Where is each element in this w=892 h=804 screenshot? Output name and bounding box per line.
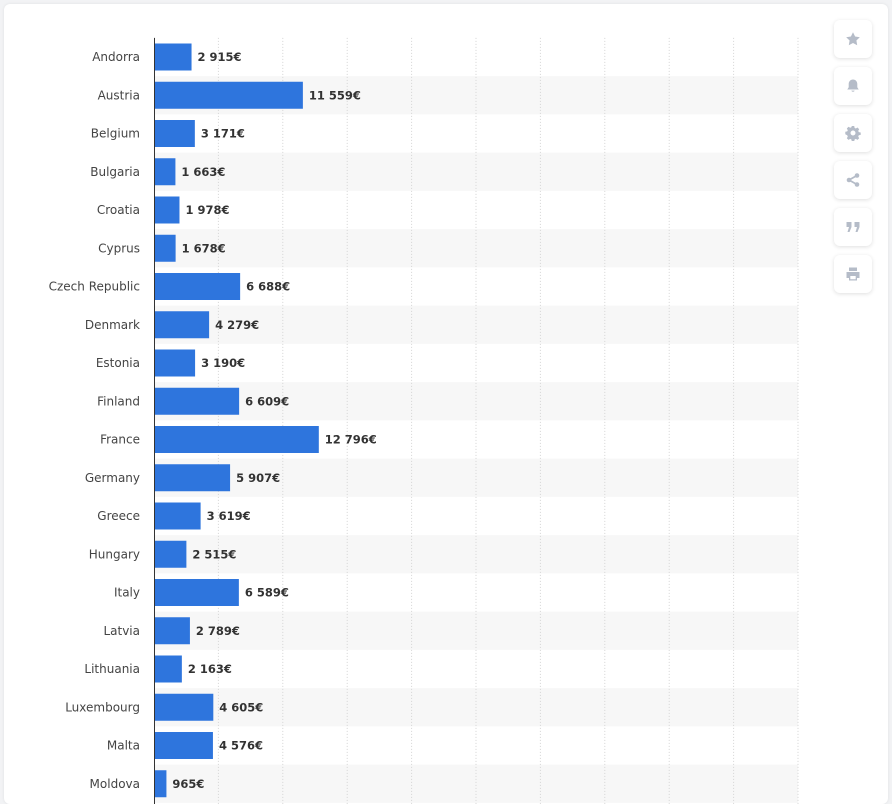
bar[interactable] — [154, 158, 176, 186]
value-label: 2 789€ — [196, 624, 240, 638]
bar[interactable] — [154, 540, 187, 568]
favorite-button[interactable] — [834, 20, 872, 58]
bar[interactable] — [154, 617, 190, 645]
value-label: 1 678€ — [182, 241, 226, 255]
bar[interactable] — [154, 387, 240, 415]
row-band — [154, 305, 798, 344]
bar[interactable] — [154, 770, 167, 798]
bar[interactable] — [154, 579, 239, 606]
row-band — [154, 764, 798, 803]
category-label: Italy — [114, 586, 140, 600]
value-label: 4 279€ — [215, 318, 259, 332]
bar[interactable] — [154, 732, 213, 759]
notification-button[interactable] — [834, 67, 872, 105]
cite-button[interactable] — [834, 208, 872, 246]
bar[interactable] — [154, 502, 201, 530]
value-label: 1 978€ — [185, 203, 229, 217]
chart-card: Andorra Austria Belgium Bulgaria Croatia Cypr… — [4, 4, 888, 804]
category-label: Austria — [98, 88, 140, 102]
category-label: Finland — [97, 394, 140, 408]
category-label: Germany — [85, 471, 140, 485]
value-label: 1 663€ — [181, 165, 225, 179]
bar[interactable] — [154, 426, 319, 453]
value-label: 2 515€ — [192, 547, 236, 561]
category-labels: Andorra Austria Belgium Bulgaria Croatia Cypr… — [49, 50, 140, 791]
bar[interactable] — [154, 693, 214, 721]
chart-toolbar — [834, 20, 874, 302]
bar[interactable] — [154, 349, 196, 377]
value-label: 5 907€ — [236, 471, 280, 485]
value-label: 11 559€ — [309, 88, 361, 102]
row-band — [154, 458, 798, 497]
share-icon — [846, 173, 860, 187]
bar[interactable] — [154, 311, 210, 339]
bar[interactable] — [154, 43, 192, 71]
category-label: Moldova — [90, 777, 140, 791]
category-label: Greece — [97, 509, 140, 523]
value-label: 6 589€ — [245, 586, 289, 600]
star-icon — [846, 32, 860, 46]
value-label: 965€ — [172, 777, 204, 791]
bar[interactable] — [154, 273, 241, 300]
value-label: 3 171€ — [201, 127, 245, 141]
category-label: Belgium — [91, 127, 140, 141]
bar[interactable] — [154, 120, 195, 147]
bar[interactable] — [154, 234, 176, 262]
value-label: 3 190€ — [201, 356, 245, 370]
value-label: 4 576€ — [219, 739, 263, 753]
value-label: 6 609€ — [245, 394, 289, 408]
category-label: Bulgaria — [90, 165, 140, 179]
category-label: Luxembourg — [65, 700, 140, 714]
print-button[interactable] — [834, 255, 872, 293]
value-labels: 2 915€ 11 559€ 3 171€ 1 663€ 1 978€ 1 678€ 6 6… — [172, 50, 376, 791]
bar-chart: Andorra Austria Belgium Bulgaria Croatia Cypr… — [49, 37, 799, 804]
bar[interactable] — [154, 655, 182, 683]
bar[interactable] — [154, 196, 180, 224]
value-label: 12 796€ — [325, 433, 377, 447]
bell-icon — [847, 79, 859, 92]
category-label: Hungary — [89, 547, 140, 561]
category-label: Cyprus — [98, 241, 140, 255]
category-label: Andorra — [92, 50, 140, 64]
value-label: 2 163€ — [188, 662, 232, 676]
row-band — [154, 611, 798, 650]
value-label: 2 915€ — [198, 50, 242, 64]
category-label: Estonia — [96, 356, 140, 370]
value-label: 3 619€ — [207, 509, 251, 523]
bar[interactable] — [154, 81, 303, 109]
category-label: Malta — [107, 739, 140, 753]
printer-icon — [846, 267, 860, 281]
settings-button[interactable] — [834, 114, 872, 152]
gear-icon — [845, 126, 861, 141]
category-label: Denmark — [85, 318, 140, 332]
category-label: France — [100, 433, 140, 447]
category-label: Latvia — [103, 624, 140, 638]
row-band — [154, 152, 798, 191]
category-label: Lithuania — [84, 662, 140, 676]
category-label: Croatia — [97, 203, 140, 217]
bar[interactable] — [154, 464, 231, 492]
category-label: Czech Republic — [49, 280, 140, 294]
quote-icon — [846, 222, 860, 232]
share-button[interactable] — [834, 161, 872, 199]
value-label: 4 605€ — [219, 700, 263, 714]
value-label: 6 688€ — [246, 280, 290, 294]
bars — [154, 43, 319, 798]
